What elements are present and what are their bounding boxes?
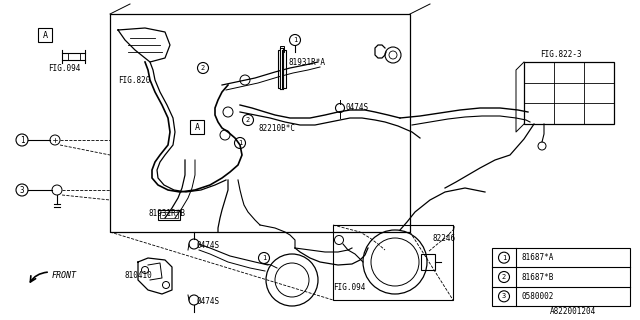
Text: 2: 2 xyxy=(502,274,506,280)
Text: 3: 3 xyxy=(20,186,24,195)
Bar xyxy=(280,46,284,52)
Bar xyxy=(160,212,178,218)
Text: FRONT: FRONT xyxy=(52,271,77,281)
Text: 2: 2 xyxy=(246,117,250,123)
Text: FIG.094: FIG.094 xyxy=(48,63,81,73)
Bar xyxy=(421,254,435,270)
Bar xyxy=(158,210,180,220)
Text: 0580002: 0580002 xyxy=(521,292,554,301)
Text: FIG.822-3: FIG.822-3 xyxy=(540,50,582,59)
Text: 1: 1 xyxy=(20,135,24,145)
Text: 3: 3 xyxy=(502,293,506,299)
Text: 81687*A: 81687*A xyxy=(521,253,554,262)
Text: 0474S: 0474S xyxy=(196,298,219,307)
Text: 82210B*C: 82210B*C xyxy=(258,124,295,132)
Bar xyxy=(190,120,204,134)
Bar xyxy=(278,50,286,88)
Bar xyxy=(110,14,410,232)
Text: 81931R*A: 81931R*A xyxy=(288,58,325,67)
Text: A822001204: A822001204 xyxy=(550,308,596,316)
Bar xyxy=(524,62,614,124)
Text: 1: 1 xyxy=(293,37,297,43)
Bar xyxy=(492,248,630,306)
Text: A: A xyxy=(42,30,47,39)
Text: 0474S: 0474S xyxy=(196,241,219,250)
Text: 81687*B: 81687*B xyxy=(521,273,554,282)
Text: 1: 1 xyxy=(238,140,242,146)
Text: 1: 1 xyxy=(262,255,266,261)
Text: 2: 2 xyxy=(201,65,205,71)
Text: FIG.094: FIG.094 xyxy=(333,284,365,292)
Text: 82246: 82246 xyxy=(432,234,455,243)
Text: 81931R*B: 81931R*B xyxy=(148,209,185,218)
Text: 1: 1 xyxy=(502,255,506,261)
Text: A: A xyxy=(195,123,200,132)
Text: 0474S: 0474S xyxy=(345,102,368,111)
Text: 810410: 810410 xyxy=(124,271,152,281)
Bar xyxy=(38,28,52,42)
Bar xyxy=(333,225,453,300)
Text: FIG.820: FIG.820 xyxy=(118,76,150,84)
